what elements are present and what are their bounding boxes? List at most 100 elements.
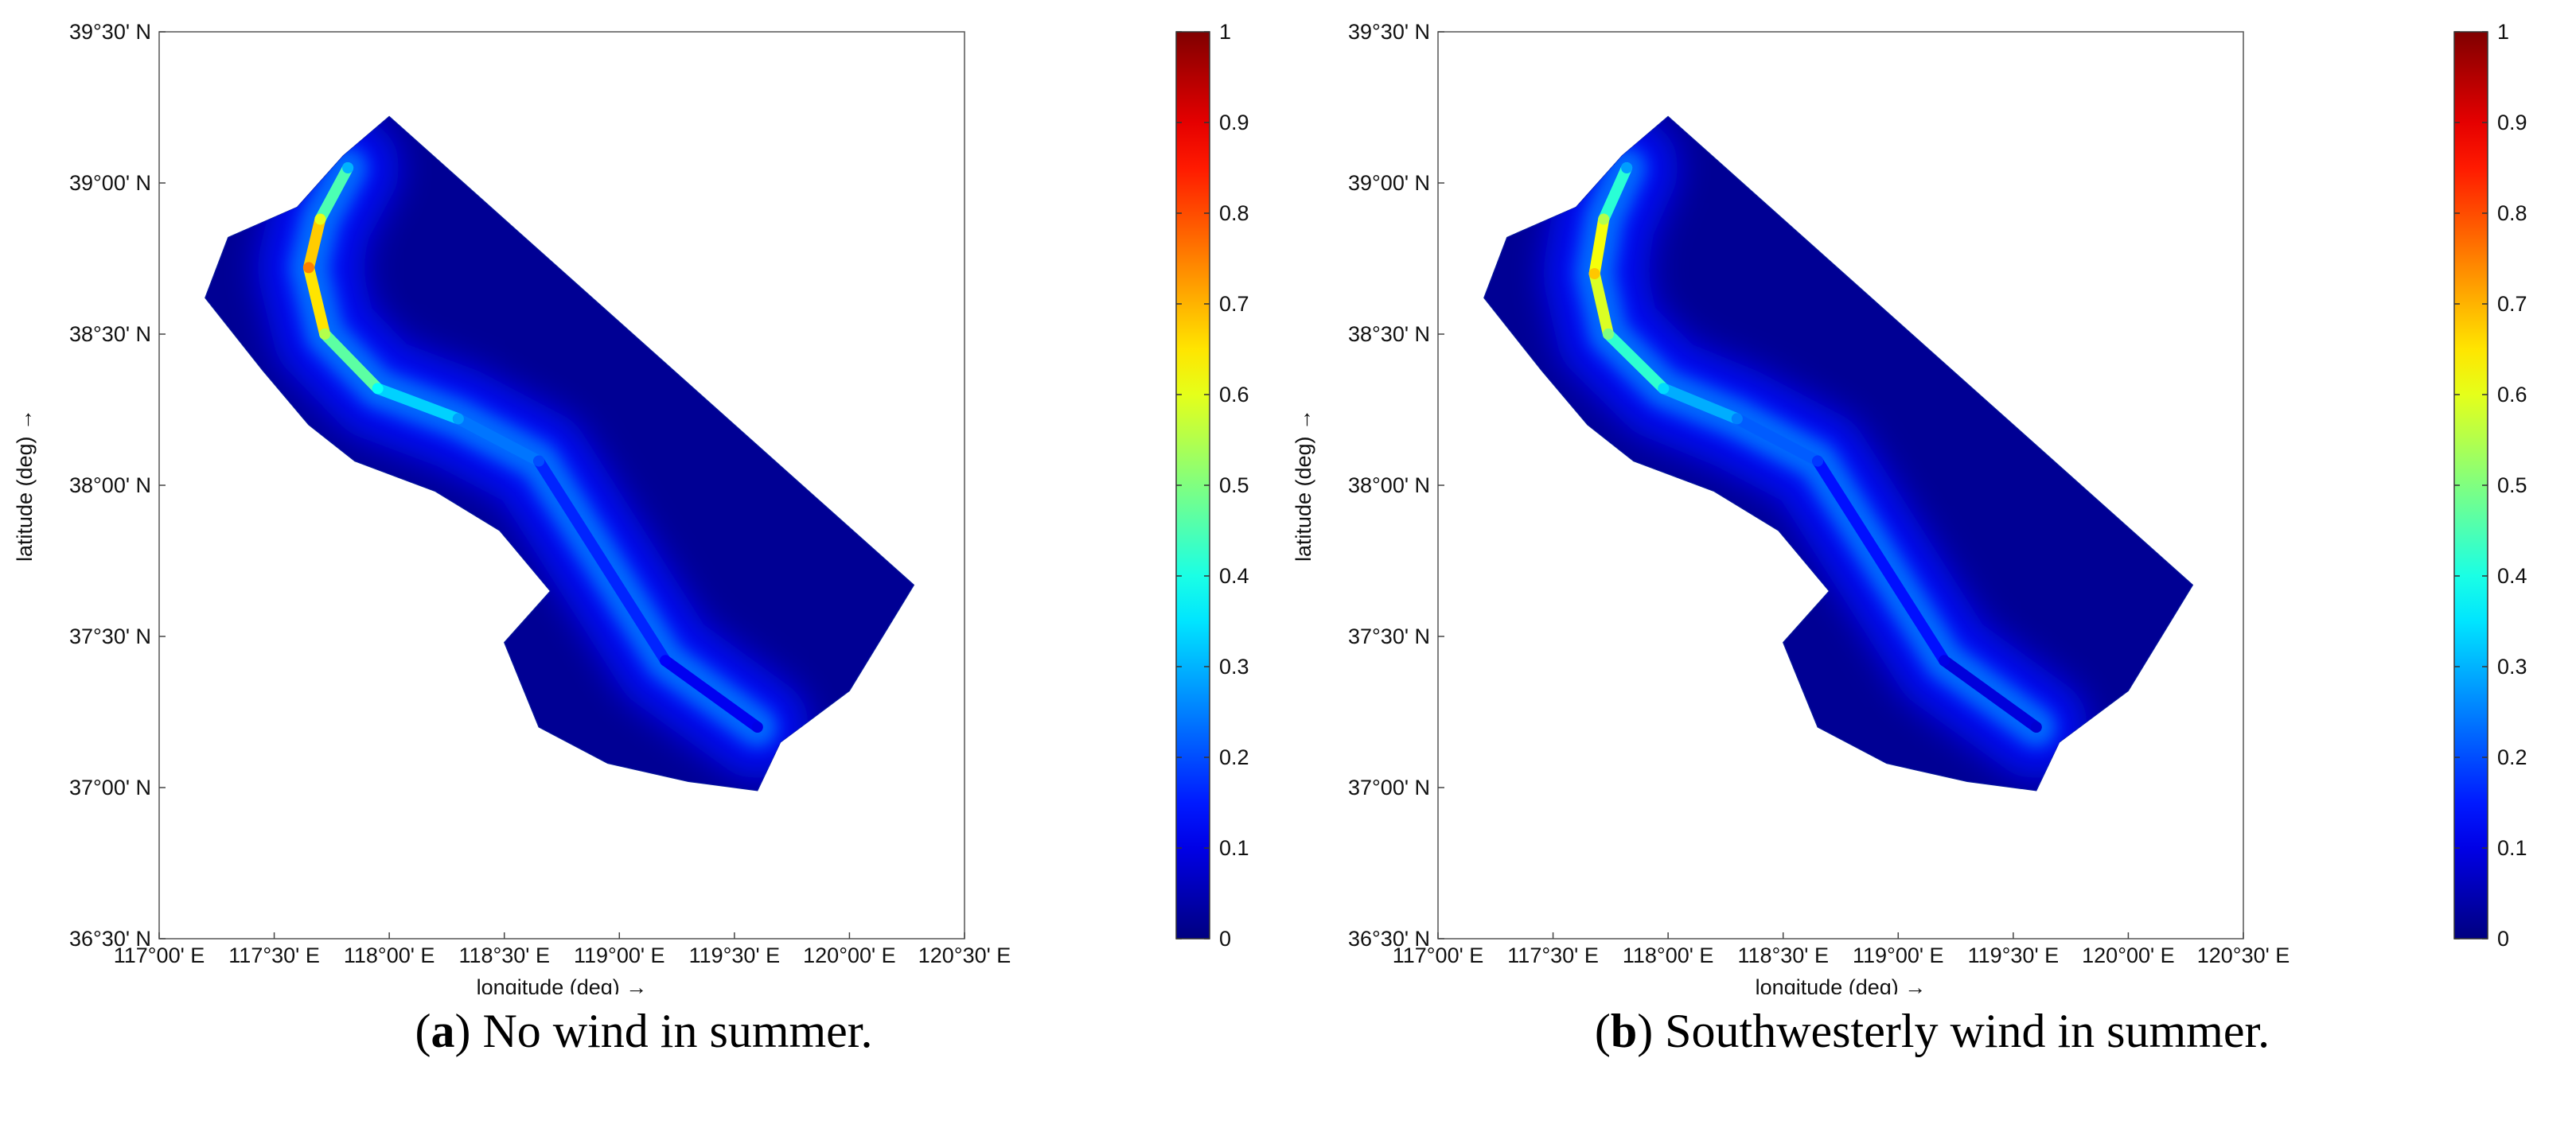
x-tick-label: 118°30' E (458, 943, 550, 967)
x-tick-label: 120°30' E (918, 943, 1011, 967)
x-tick-label: 117°30' E (228, 943, 320, 967)
colorbar-tick-label: 0 (1219, 927, 1231, 951)
colorbar-tick-label: 0.2 (1219, 745, 1249, 769)
x-axis-label: longitude (deg) → (1756, 975, 1927, 994)
y-tick-label: 39°30' N (1348, 20, 1430, 44)
y-tick-label: 37°30' N (1348, 624, 1430, 648)
colorbar-tick-label: 0.4 (2497, 564, 2527, 588)
panel-a: 117°00' E 117°30' E 118°00' E 118°30' E 119°… (13, 20, 1249, 1057)
x-tick-label: 120°00' E (2082, 943, 2175, 967)
colorbar-tick-label: 0.9 (2497, 111, 2527, 134)
y-tick-label: 38°00' N (1348, 473, 1430, 497)
colorbar-tick-label: 0.7 (2497, 292, 2527, 316)
colorbar-tick-label: 0.1 (2497, 836, 2527, 860)
y-axis-label: latitude (deg) → (13, 409, 37, 562)
y-tick-label: 37°00' N (69, 776, 151, 799)
plume-segment (1602, 329, 1670, 395)
plume-segment (1812, 455, 1951, 667)
colorbar-tick-label: 0.5 (2497, 473, 2527, 497)
plume-point (372, 383, 384, 395)
concentration-plume (1542, 116, 2088, 779)
x-tick-label: 119°00' E (574, 943, 665, 967)
plume-segment (314, 162, 354, 225)
y-tick-label: 37°30' N (69, 624, 151, 648)
colorbar-tick-label: 0.7 (1219, 292, 1249, 316)
y-tick-label: 39°30' N (69, 20, 151, 44)
plume-point (1812, 455, 1824, 467)
colorbar-tick-label: 0.6 (2497, 383, 2527, 407)
colorbar-tick-label: 0.3 (1219, 655, 1249, 679)
caption-b-text: ) Southwesterly wind in summer. (1637, 1005, 2270, 1057)
plume-point (660, 655, 672, 667)
panel-b: 117°00' E 117°30' E 118°00' E 118°30' E 119°… (1288, 0, 2576, 1136)
plume-point (319, 329, 331, 340)
colorbar-tick-label: 0.6 (1219, 383, 1249, 407)
plume-segment (1658, 383, 1743, 425)
plume-segment (1598, 162, 1633, 225)
y-tick-label: 38°00' N (69, 473, 151, 497)
plume-point (1731, 413, 1743, 425)
caption-b-letter: b (1610, 1005, 1638, 1057)
x-tick-label: 117°00' E (1393, 943, 1484, 967)
plume-point (302, 262, 314, 274)
caption-a-letter: a (431, 1005, 455, 1057)
plume-segment (302, 213, 326, 274)
x-tick-label: 117°30' E (1507, 943, 1599, 967)
x-tick-label: 117°00' E (114, 943, 205, 967)
x-tick-label: 119°30' E (689, 943, 781, 967)
colorbar-tick-label: 0.8 (2497, 201, 2527, 225)
colorbar-tick-label: 1 (2497, 20, 2509, 44)
y-tick-label: 36°30' N (1348, 927, 1430, 951)
plume-segment (660, 655, 763, 733)
caption-b: (b) Southwesterly wind in summer. (1594, 1005, 2270, 1057)
x-tick-label: 119°30' E (1968, 943, 2060, 967)
plume-point (2030, 722, 2042, 733)
plume-segment (319, 329, 384, 395)
x-tick-label: 120°00' E (803, 943, 896, 967)
plume-point (751, 722, 763, 733)
plume-segment (1588, 213, 1610, 279)
caption-a-text: ) No wind in summer. (454, 1005, 873, 1057)
plume-point (1939, 655, 1951, 667)
colorbar-tick-label: 0.5 (1219, 473, 1249, 497)
concentration-plume (256, 116, 809, 779)
x-tick-label: 118°00' E (1623, 943, 1714, 967)
y-tick-label: 39°00' N (69, 171, 151, 195)
plume-segment (1939, 655, 2042, 733)
plume-segment (533, 455, 672, 667)
colorbar-tick-label: 0.4 (1219, 564, 1249, 588)
plume-point (1602, 329, 1614, 340)
x-tick-label: 120°30' E (2197, 943, 2290, 967)
plume-segment (372, 383, 464, 425)
y-tick-label: 36°30' N (69, 927, 151, 951)
plume-point (1588, 268, 1600, 279)
plume-segment (302, 262, 331, 340)
plume-point (342, 162, 354, 173)
x-tick-label: 119°00' E (1853, 943, 1944, 967)
colorbar-tick-label: 1 (1219, 20, 1231, 44)
colorbar-tick-label: 0.1 (1219, 836, 1249, 860)
colorbar-tick-label: 0.3 (2497, 655, 2527, 679)
y-tick-label: 37°00' N (1348, 776, 1430, 799)
x-axis-label: longitude (deg) → (477, 975, 648, 994)
plume-point (1598, 213, 1610, 225)
caption-a: (a) No wind in summer. (415, 1005, 873, 1057)
plume-point (1658, 383, 1670, 395)
colorbar-tick-label: 0.8 (1219, 201, 1249, 225)
colorbar-tick-label: 0 (2497, 927, 2509, 951)
plume-segment (452, 413, 545, 467)
y-axis-label: latitude (deg) → (1292, 409, 1315, 562)
plume-point (533, 455, 545, 467)
plume-segment (1588, 268, 1614, 340)
plume-point (452, 413, 464, 425)
colorbar-tick-label: 0.9 (1219, 111, 1249, 134)
y-tick-label: 38°30' N (69, 322, 151, 346)
plume-segment (1731, 413, 1824, 467)
x-tick-label: 118°30' E (1737, 943, 1829, 967)
colorbar-tick-label: 0.2 (2497, 745, 2527, 769)
y-tick-label: 38°30' N (1348, 322, 1430, 346)
chart-a: 117°00' E 117°30' E 118°00' E 118°30' E 119°… (13, 20, 1249, 994)
plume-point (314, 213, 326, 225)
chart-b: 117°00' E 117°30' E 118°00' E 118°30' E 119°… (1292, 20, 2527, 994)
plume-point (1621, 162, 1633, 173)
